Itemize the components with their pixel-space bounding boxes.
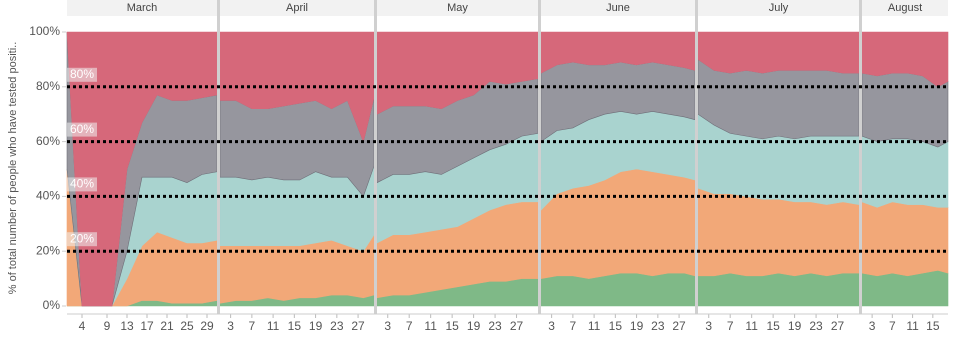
x-tick-label: 15 [609, 319, 623, 333]
x-tick-label: 7 [727, 319, 734, 333]
x-tick-label: 19 [788, 319, 802, 333]
x-tick-label: 3 [548, 319, 555, 333]
y-tick-label: 100% [29, 24, 60, 38]
panel-header [862, 0, 948, 16]
reference-label: 20% [70, 231, 94, 245]
y-tick-label: 80% [36, 79, 60, 93]
reference-label-bg [67, 122, 97, 137]
x-tick-label: 29 [200, 319, 214, 333]
reference-label-bg [67, 177, 97, 192]
panel-header [541, 0, 695, 16]
x-tick-label: 3 [384, 319, 391, 333]
y-axis-label: % of total number of people who have tes… [7, 42, 19, 295]
x-tick-label: 11 [745, 319, 758, 333]
y-tick-label: 20% [36, 243, 60, 257]
panel-title: July [769, 2, 789, 14]
x-tick-label: 3 [869, 319, 876, 333]
reference-label-bg [67, 232, 97, 247]
y-tick-label: 40% [36, 189, 60, 203]
y-tick-label: 0% [43, 298, 61, 312]
x-tick-label: 19 [630, 319, 644, 333]
x-tick-label: 11 [267, 319, 280, 333]
area [540, 272, 696, 307]
panel-title: March [127, 2, 158, 14]
x-tick-label: 7 [406, 319, 413, 333]
panel-header [67, 0, 217, 16]
x-tick-label: 11 [906, 319, 919, 333]
panel-header [698, 0, 859, 16]
area [861, 201, 949, 277]
x-tick-label: 3 [227, 319, 234, 333]
reference-label: 60% [70, 122, 94, 136]
x-tick-label: 25 [180, 319, 194, 333]
x-tick-label: 4 [79, 319, 86, 333]
reference-label-bg [67, 67, 97, 82]
x-tick-label: 15 [926, 319, 940, 333]
x-tick-label: 15 [288, 319, 302, 333]
panel-title: August [888, 2, 922, 14]
x-tick-label: 27 [831, 319, 845, 333]
x-tick-label: 11 [424, 319, 437, 333]
x-tick-label: 7 [570, 319, 577, 333]
x-tick-label: 7 [249, 319, 256, 333]
x-tick-label: 3 [705, 319, 712, 333]
x-tick-label: 27 [510, 319, 524, 333]
x-tick-label: 23 [809, 319, 823, 333]
x-tick-label: 27 [351, 319, 365, 333]
reference-label: 40% [70, 177, 94, 191]
panel-header [377, 0, 538, 16]
x-tick-label: 27 [672, 319, 686, 333]
panel-header [220, 0, 374, 16]
x-tick-label: 11 [588, 319, 601, 333]
area [697, 31, 860, 74]
x-tick-label: 15 [766, 319, 780, 333]
area [697, 272, 860, 307]
x-tick-label: 23 [330, 319, 344, 333]
x-tick-label: 9 [104, 319, 111, 333]
x-tick-label: 21 [160, 319, 174, 333]
x-tick-label: 19 [467, 319, 481, 333]
reference-label: 80% [70, 67, 94, 81]
panel-title: May [447, 2, 468, 14]
x-tick-label: 23 [651, 319, 665, 333]
x-tick-label: 13 [120, 319, 134, 333]
x-tick-label: 7 [889, 319, 896, 333]
panel-title: April [286, 2, 308, 14]
area [861, 31, 949, 88]
x-tick-label: 15 [445, 319, 459, 333]
y-tick-label: 60% [36, 134, 60, 148]
x-tick-label: 23 [488, 319, 502, 333]
area [861, 135, 949, 208]
x-tick-label: 17 [140, 319, 154, 333]
x-tick-label: 19 [309, 319, 323, 333]
panel-title: June [606, 2, 630, 14]
